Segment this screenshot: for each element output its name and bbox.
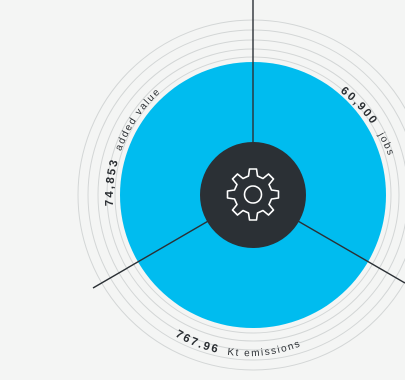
emissions-unit: Kt emissions [227, 338, 303, 359]
metric-label-emissions: 767.96 Kt emissions [173, 328, 302, 359]
gear-icon [226, 168, 280, 221]
emissions-number: 767.96 [173, 328, 220, 356]
hub-circle [200, 142, 306, 248]
added-value-number: 74,853 [104, 157, 121, 206]
